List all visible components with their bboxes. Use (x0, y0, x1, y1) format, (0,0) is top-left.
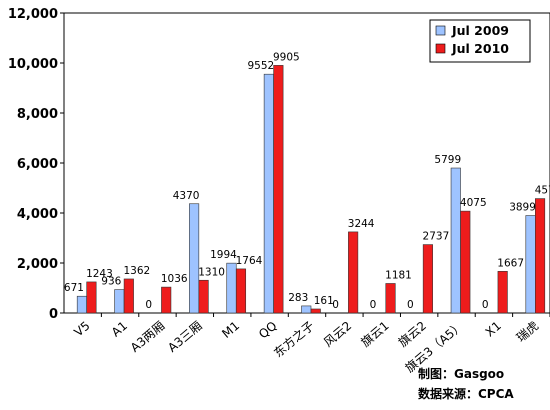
data-label: 1310 (198, 266, 225, 278)
legend-label-jul-2010: Jul 2010 (451, 41, 509, 56)
category-label: 风云2 (321, 319, 354, 350)
data-label: 1994 (210, 249, 237, 261)
data-label: 936 (101, 276, 121, 288)
bar (460, 210, 471, 314)
category-label: A3两厢 (128, 319, 168, 355)
category-label: 旗云1 (358, 318, 392, 350)
y-tick-label: 8,000 (17, 107, 58, 122)
data-label: 0 (407, 299, 414, 311)
bar (263, 73, 274, 314)
category-label: M1 (219, 319, 242, 341)
bars (76, 65, 546, 314)
bar (86, 281, 97, 314)
bar (348, 231, 359, 314)
bar (114, 289, 125, 314)
data-label: 161 (314, 295, 334, 307)
y-tick-label: 0 (49, 307, 58, 322)
legend: Jul 2009 Jul 2010 (429, 19, 531, 63)
data-label: 4577 (535, 185, 550, 197)
bar (450, 167, 461, 314)
y-tick-label: 2,000 (17, 257, 58, 272)
bar (301, 305, 312, 314)
y-tick-label: 4,000 (17, 207, 58, 222)
y-axis: 0 2,000 4,000 6,000 8,000 10,000 12,000 (8, 7, 64, 322)
data-label: 3899 (509, 202, 536, 214)
data-label: 1764 (236, 255, 263, 267)
bar (422, 244, 433, 314)
bar (161, 286, 172, 314)
data-label: 1036 (161, 273, 188, 285)
data-label: 283 (288, 292, 308, 304)
bar (535, 198, 546, 314)
data-label: 4075 (460, 197, 487, 209)
category-label: V5 (71, 319, 92, 340)
data-label: 3244 (348, 218, 375, 230)
bar (273, 65, 284, 314)
data-label: 9552 (247, 60, 274, 72)
data-source-line: 数据来源：CPCA (418, 386, 514, 401)
bar (123, 278, 134, 314)
category-label: 东方之子 (271, 318, 317, 360)
data-label: 4370 (173, 190, 200, 202)
category-label: 旗云2 (395, 318, 429, 350)
category-label: A3三厢 (165, 319, 205, 355)
legend-swatch-jul-2009 (435, 25, 446, 36)
y-tick-label: 12,000 (8, 7, 58, 22)
bar (189, 203, 200, 314)
chart-credit-line: 制图：Gasgoo (418, 366, 504, 381)
bar (226, 262, 237, 314)
data-label: 1667 (497, 257, 524, 269)
bar (310, 308, 321, 314)
bar (525, 215, 536, 314)
bar (385, 283, 396, 314)
data-label: 1243 (86, 268, 113, 280)
data-label: 1362 (123, 265, 150, 277)
category-label: QQ (256, 319, 279, 342)
data-label: 671 (64, 282, 84, 294)
data-label: 0 (482, 299, 489, 311)
y-tick-label: 6,000 (17, 157, 58, 172)
data-label: 2737 (423, 231, 450, 243)
category-label: 瑞虎 (514, 319, 541, 345)
legend-swatch-jul-2010 (435, 43, 446, 54)
legend-box (429, 19, 531, 63)
data-label: 9905 (273, 51, 300, 63)
data-label: 5799 (434, 154, 461, 166)
data-label: 0 (145, 299, 152, 311)
category-label: X1 (483, 319, 504, 340)
bar (76, 295, 87, 314)
data-label: 0 (370, 299, 377, 311)
y-tick-label: 10,000 (8, 57, 58, 72)
bar (235, 268, 247, 314)
data-label: 1181 (385, 269, 412, 281)
legend-label-jul-2009: Jul 2009 (451, 23, 509, 38)
bar (497, 271, 508, 314)
data-label: 0 (332, 299, 339, 311)
category-label: A1 (109, 319, 130, 340)
bar (198, 279, 209, 314)
